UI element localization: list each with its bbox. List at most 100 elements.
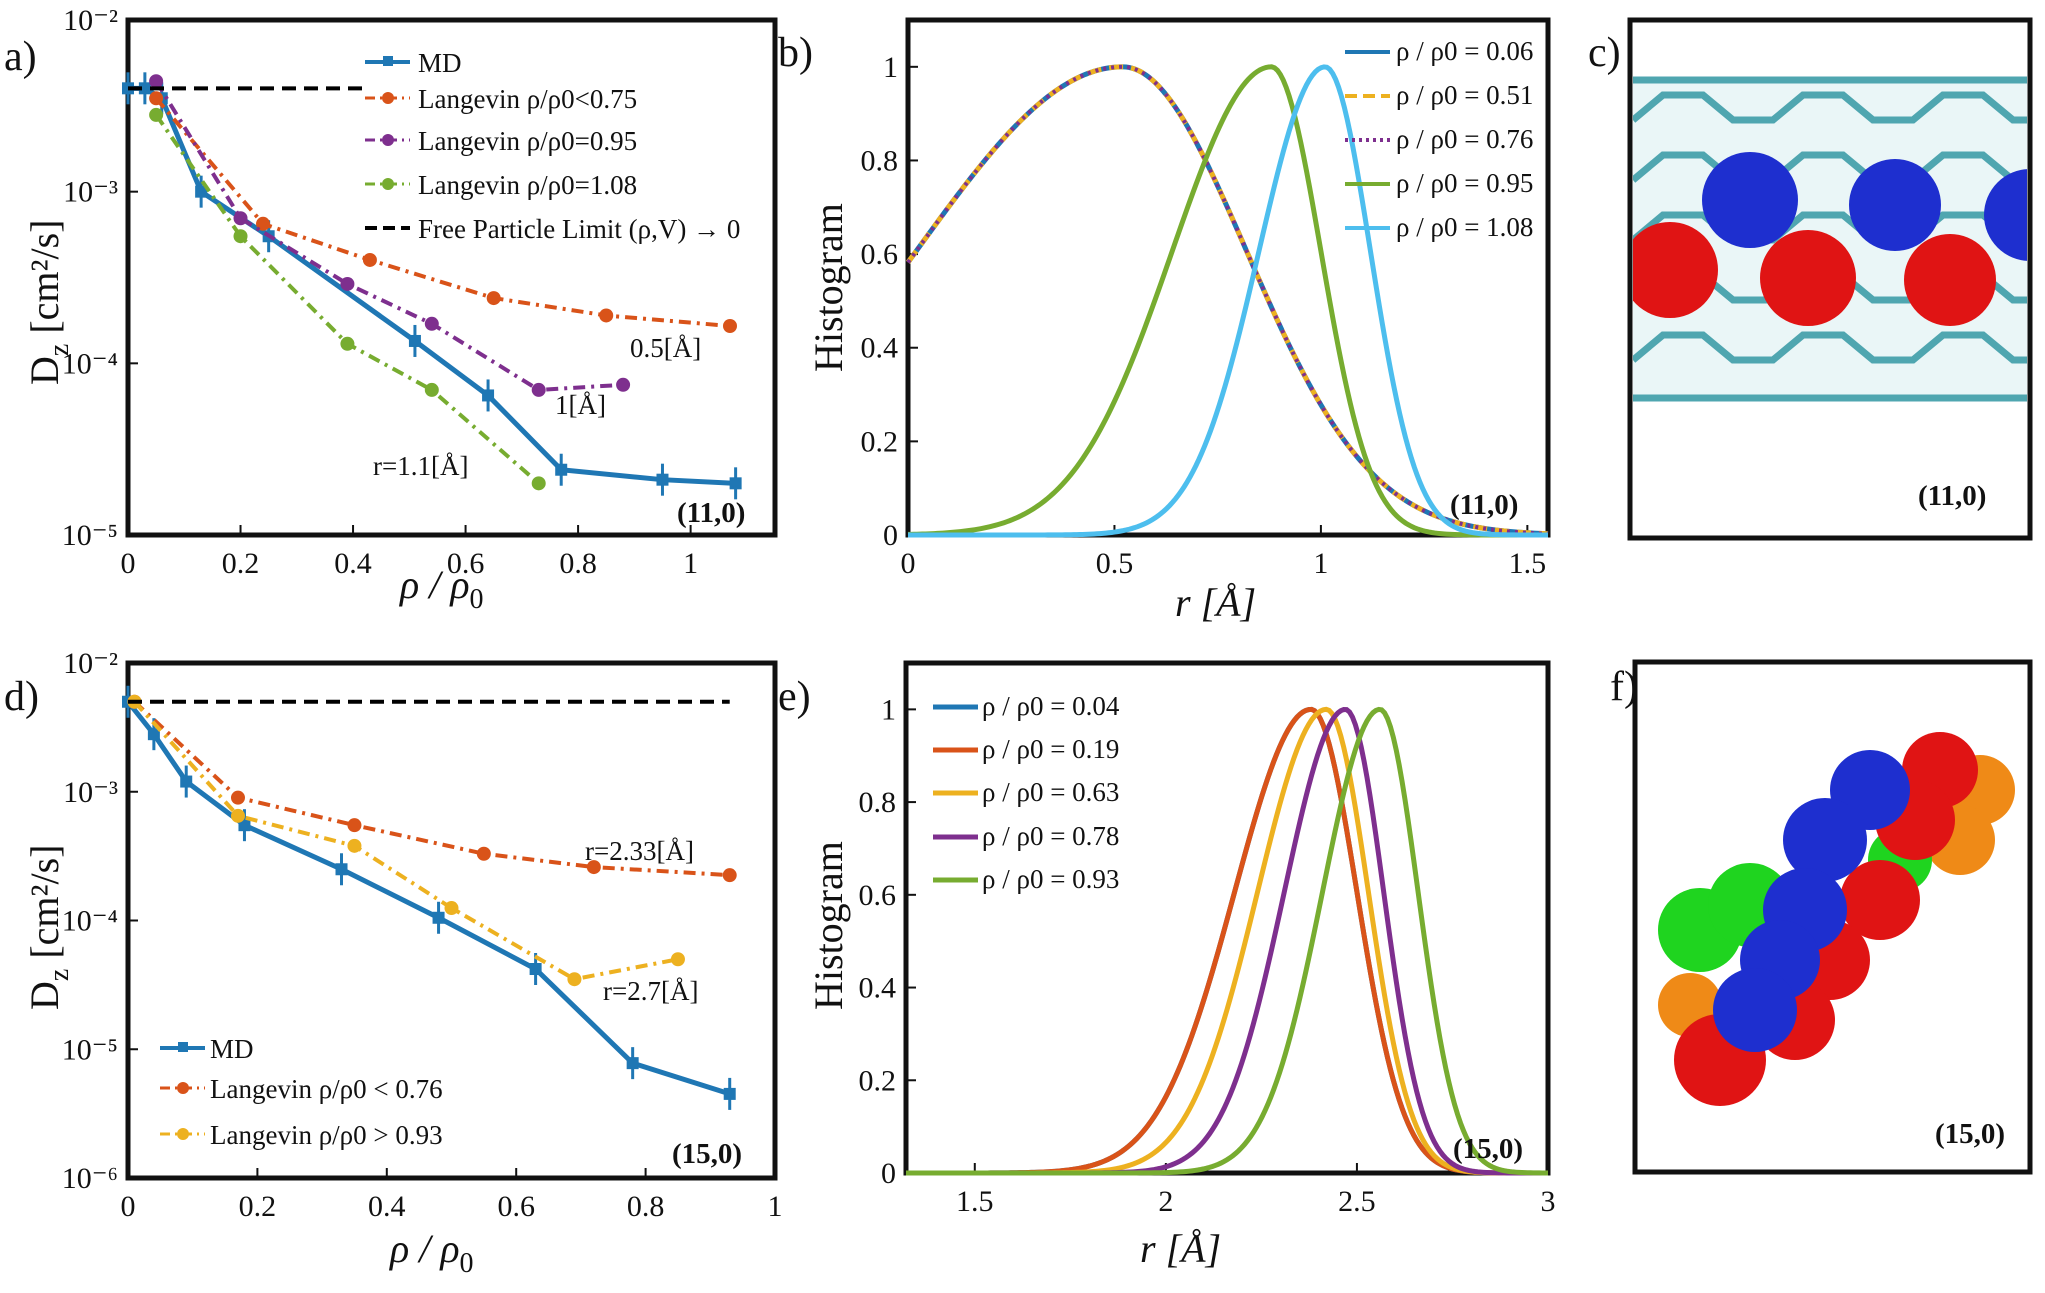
chart-e-xlabel: r [Å] (1140, 1226, 1221, 1271)
data-point (149, 91, 164, 106)
x-tick-label: 0.2 (239, 1190, 277, 1223)
panel-label-a: a) (4, 34, 37, 80)
chart-a-tag: (11,0) (677, 497, 745, 529)
data-point (195, 185, 208, 198)
legend-e-019: ρ / ρ0 = 0.19 (982, 734, 1119, 764)
x-tick-label: 3 (1541, 1185, 1556, 1218)
y-tick-label: 0.6 (861, 238, 899, 271)
legend-a-langevin-095: Langevin ρ/ρ0=0.95 (418, 126, 637, 156)
legend-e-004: ρ / ρ0 = 0.04 (982, 691, 1120, 721)
x-tick-label: 1 (768, 1190, 783, 1223)
chart-b-tag: (11,0) (1450, 489, 1518, 521)
x-tick-label: 1.5 (1509, 547, 1547, 580)
chart-a: 0 0.2 0.4 0.6 0.8 1 10⁻⁵ 10⁻⁴ 10⁻³ 10⁻² ρ / ρ0 Dz… (22, 4, 778, 615)
data-point (230, 808, 245, 823)
legend-b-095: ρ / ρ0 = 0.95 (1396, 168, 1533, 198)
legend-d-langevin-076: Langevin ρ/ρ0 < 0.76 (210, 1074, 443, 1104)
x-tick-label: 0 (121, 1190, 136, 1223)
data-point (432, 911, 445, 924)
series-line (154, 80, 624, 392)
chart-e-legend: ρ / ρ0 = 0.04 ρ / ρ0 = 0.19 ρ / ρ0 = 0.6… (933, 691, 1120, 894)
chart-d-legend: MD Langevin ρ/ρ0 < 0.76 Langevin ρ/ρ0 > … (160, 1034, 443, 1150)
data-point (531, 382, 546, 397)
data-point (599, 308, 614, 323)
legend-e-093: ρ / ρ0 = 0.93 (982, 864, 1119, 894)
data-point (362, 252, 377, 267)
chart-a-legend: MD Langevin ρ/ρ0<0.75 Langevin ρ/ρ0=0.95… (365, 48, 740, 244)
series-line (906, 706, 1549, 1176)
data-point (238, 819, 251, 832)
data-point (529, 963, 542, 976)
chart-b-ylabel: Histogram (806, 203, 851, 372)
data-point (482, 389, 495, 402)
data-point (424, 382, 439, 397)
data-point (555, 463, 568, 476)
data-point (180, 775, 193, 788)
y-tick-label: 10⁻² (63, 647, 118, 680)
image-c-tag: (11,0) (1918, 480, 1986, 512)
series-line (132, 700, 679, 982)
x-tick-label: 0.4 (334, 547, 372, 580)
y-tick-label: 0 (883, 519, 898, 552)
data-point (656, 473, 669, 486)
data-point (340, 336, 355, 351)
data-point (476, 846, 491, 861)
panel-label-c: c) (1588, 30, 1621, 76)
legend-b-051: ρ / ρ0 = 0.51 (1396, 80, 1533, 110)
panel-label-d: d) (4, 674, 39, 720)
data-point (722, 318, 737, 333)
x-tick-label: 0 (121, 547, 136, 580)
chart-e-tag: (15,0) (1453, 1133, 1523, 1165)
image-f-tag: (15,0) (1935, 1118, 2005, 1150)
legend-a-langevin-075: Langevin ρ/ρ0<0.75 (418, 84, 637, 114)
y-tick-label: 0.8 (861, 144, 899, 177)
data-point (149, 74, 164, 89)
x-tick-label: 1 (1313, 547, 1328, 580)
chart-d-ylabel: Dz [cm²/s] (22, 844, 75, 1010)
y-tick-label: 10⁻⁵ (62, 519, 118, 552)
x-tick-label: 2 (1158, 1185, 1173, 1218)
chart-d-xlabel: ρ / ρ0 (388, 1226, 474, 1279)
chart-b-xlabel: r [Å] (1175, 580, 1256, 625)
y-tick-label: 10⁻⁶ (62, 1162, 118, 1195)
data-point (340, 276, 355, 291)
x-tick-label: 0.4 (368, 1190, 406, 1223)
chart-d: 0 0.2 0.4 0.6 0.8 1 10⁻⁶ 10⁻⁵ 10⁻⁴ 10⁻³ 10⁻² ρ / ρ… (22, 647, 783, 1279)
series-line (908, 64, 1549, 538)
legend-d-md: MD (210, 1034, 254, 1064)
data-point (147, 728, 160, 741)
y-tick-label: 0.2 (861, 425, 899, 458)
y-tick-label: 0 (881, 1157, 896, 1190)
annotation-a-1: 1[Å] (555, 390, 606, 420)
x-tick-label: 0.8 (559, 547, 597, 580)
chart-b-legend: ρ / ρ0 = 0.06 ρ / ρ0 = 0.51 ρ / ρ0 = 0.7… (1345, 36, 1533, 242)
x-tick-label: 0.5 (1096, 547, 1134, 580)
x-tick-label: 0 (901, 547, 916, 580)
y-tick-label: 0.4 (861, 332, 899, 365)
data-point (335, 863, 348, 876)
data-point (586, 860, 601, 875)
chart-b-frame (905, 17, 1551, 538)
data-point (347, 818, 362, 833)
legend-a-free-particle: Free Particle Limit (ρ,V) → 0 (418, 214, 740, 244)
legend-e-078: ρ / ρ0 = 0.78 (982, 821, 1119, 851)
nanotube-15-0-image: (15,0) (1632, 659, 2033, 1175)
data-point (723, 1087, 736, 1100)
x-tick-label: 1.5 (956, 1185, 994, 1218)
data-point (347, 838, 362, 853)
annotation-d-233: r=2.33[Å] (585, 836, 694, 866)
y-tick-label: 10⁻⁴ (62, 905, 118, 938)
legend-a-md: MD (418, 48, 462, 78)
series-line (154, 96, 731, 328)
data-point (424, 316, 439, 331)
y-tick-label: 0.2 (859, 1064, 897, 1097)
data-point (444, 901, 459, 916)
x-tick-label: 0.8 (627, 1190, 665, 1223)
data-point (722, 868, 737, 883)
nanotube-11-0-image: (11,0) (1627, 17, 2033, 541)
legend-b-006: ρ / ρ0 = 0.06 (1396, 36, 1533, 66)
y-tick-label: 10⁻⁴ (62, 347, 118, 380)
x-tick-label: 0.6 (497, 1190, 535, 1223)
data-point (408, 334, 421, 347)
